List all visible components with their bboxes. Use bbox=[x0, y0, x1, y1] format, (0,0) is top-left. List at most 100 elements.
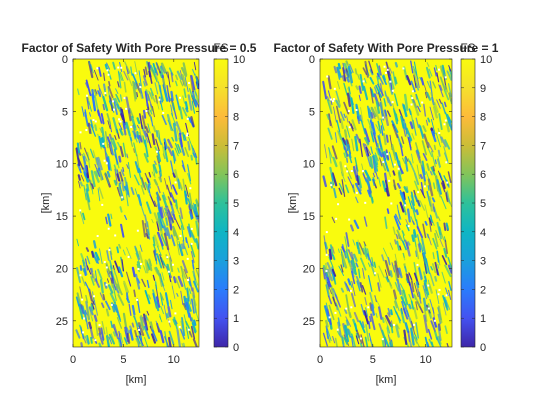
heatmap-streak bbox=[94, 163, 101, 178]
heatmap-streak bbox=[159, 275, 165, 287]
heatmap-streak bbox=[190, 325, 196, 340]
heatmap-streak bbox=[175, 319, 178, 325]
y-tick-label: 15 bbox=[303, 211, 315, 223]
heatmap-streak bbox=[98, 84, 102, 96]
heatmap-streak bbox=[343, 113, 346, 119]
heatmap-streak bbox=[106, 113, 112, 125]
heatmap-streak bbox=[394, 297, 400, 312]
heatmap-streak bbox=[361, 321, 365, 329]
heatmap-nodata bbox=[325, 253, 328, 256]
heatmap-nodata bbox=[189, 187, 192, 190]
heatmap-streak bbox=[373, 261, 377, 268]
heatmap-streak bbox=[146, 228, 151, 240]
heatmap-streak bbox=[328, 304, 335, 321]
heatmap-streak bbox=[110, 213, 113, 220]
y-axis-label: [km] bbox=[40, 193, 52, 214]
heatmap-streak bbox=[396, 278, 402, 296]
heatmap-streak bbox=[133, 142, 138, 157]
heatmap-streak bbox=[389, 270, 393, 278]
heatmap-streak bbox=[419, 200, 426, 211]
heatmap-streak bbox=[167, 305, 172, 318]
heatmap-streak bbox=[403, 66, 408, 81]
heatmap-streak bbox=[328, 113, 332, 127]
heatmap-streak bbox=[401, 289, 404, 300]
heatmap-streak bbox=[171, 136, 175, 142]
heatmap-streak bbox=[77, 88, 80, 96]
heatmap-nodata bbox=[171, 263, 174, 266]
heatmap-streak bbox=[444, 84, 449, 93]
heatmap-streak bbox=[404, 322, 410, 334]
heatmap-nodata bbox=[437, 68, 440, 71]
heatmap-streak bbox=[111, 137, 118, 150]
heatmap-streak bbox=[110, 97, 114, 112]
heatmap-streak bbox=[429, 106, 434, 121]
heatmap-streak bbox=[327, 75, 332, 90]
heatmap-streak bbox=[93, 299, 99, 316]
heatmap-streak bbox=[425, 171, 432, 185]
heatmap-streak bbox=[356, 280, 361, 292]
heatmap-streak bbox=[146, 262, 151, 270]
heatmap-streak bbox=[102, 103, 105, 111]
heatmap-streak bbox=[327, 328, 332, 342]
heatmap-streak bbox=[91, 250, 95, 258]
heatmap-nodata bbox=[350, 170, 353, 173]
heatmap-streak bbox=[93, 89, 97, 96]
heatmap-streak bbox=[402, 204, 407, 216]
heatmap-streak bbox=[173, 276, 177, 284]
heatmap-streak bbox=[344, 324, 350, 343]
heatmap-streak bbox=[155, 75, 159, 83]
heatmap-streak bbox=[350, 224, 355, 232]
heatmap-streak bbox=[106, 136, 111, 145]
heatmap-streak bbox=[378, 177, 381, 187]
heatmap-streak bbox=[84, 281, 91, 292]
colorbar-tick-label: 9 bbox=[480, 83, 486, 95]
heatmap-streak bbox=[384, 269, 389, 281]
heatmap-streak bbox=[189, 230, 197, 243]
x-axis-label: [km] bbox=[126, 374, 147, 386]
heatmap-streak bbox=[329, 166, 334, 181]
heatmap-nodata bbox=[332, 98, 335, 101]
heatmap-streak bbox=[367, 262, 371, 268]
heatmap-nodata bbox=[386, 68, 389, 71]
x-tick-label: 0 bbox=[70, 354, 76, 366]
heatmap-streak bbox=[448, 281, 452, 291]
heatmap-streak bbox=[371, 178, 375, 186]
heatmap-nodata bbox=[374, 272, 377, 275]
heatmap-streak bbox=[114, 168, 118, 184]
heatmap-streak bbox=[163, 138, 168, 150]
heatmap-streak bbox=[429, 214, 433, 223]
heatmap-streak bbox=[142, 135, 146, 147]
heatmap-streak bbox=[156, 231, 164, 247]
heatmap-streak bbox=[366, 253, 373, 267]
heatmap-image bbox=[320, 59, 452, 347]
heatmap-streak bbox=[333, 106, 337, 123]
heatmap-nodata bbox=[344, 165, 347, 168]
heatmap-streak bbox=[407, 196, 413, 210]
heatmap-nodata bbox=[443, 123, 446, 126]
heatmap-streak bbox=[185, 237, 190, 249]
heatmap-streak bbox=[141, 177, 147, 191]
heatmap-streak bbox=[437, 264, 440, 269]
heatmap-streak bbox=[439, 238, 444, 248]
heatmap-streak bbox=[102, 83, 106, 91]
heatmap-streak bbox=[347, 278, 352, 286]
heatmap-nodata bbox=[348, 126, 351, 129]
heatmap-streak bbox=[188, 192, 193, 208]
heatmap-streak bbox=[120, 223, 125, 238]
heatmap-streak bbox=[448, 65, 452, 72]
heatmap-streak bbox=[185, 184, 189, 198]
heatmap-streak bbox=[136, 298, 141, 314]
heatmap-streak bbox=[136, 117, 141, 125]
heatmap-streak bbox=[411, 234, 415, 243]
heatmap-streak bbox=[125, 271, 132, 287]
heatmap-streak bbox=[400, 136, 405, 145]
colorbar-tick-label: 4 bbox=[480, 227, 486, 239]
heatmap-streak bbox=[353, 311, 360, 323]
heatmap-streak bbox=[335, 99, 341, 108]
heatmap-streak bbox=[343, 152, 347, 158]
y-tick-label: 20 bbox=[56, 263, 68, 275]
heatmap-streak bbox=[195, 238, 199, 250]
heatmap-streak bbox=[345, 294, 350, 312]
heatmap-streak bbox=[447, 171, 452, 183]
heatmap-streak bbox=[184, 101, 189, 110]
